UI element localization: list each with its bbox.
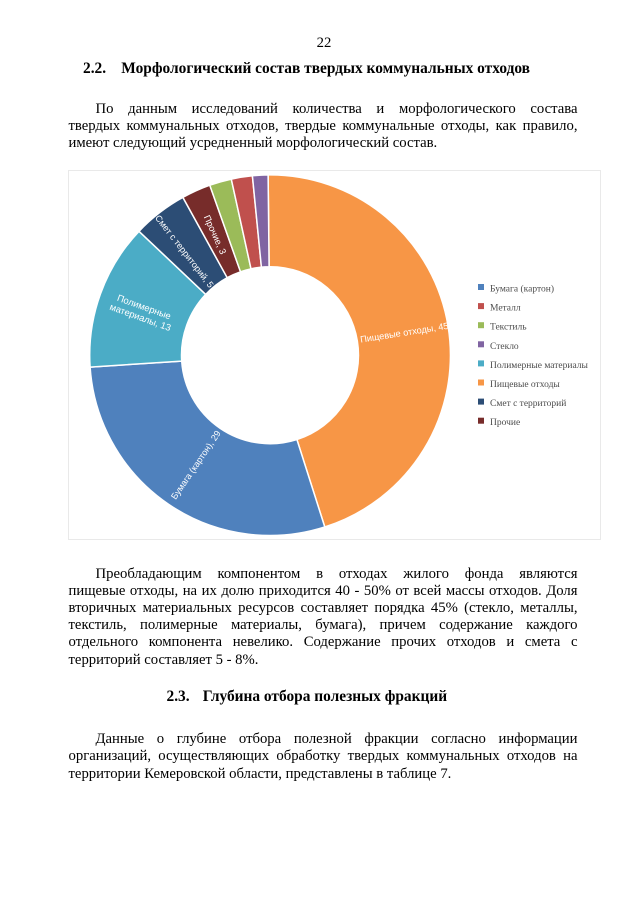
- svg-text:Пищевые отходы: Пищевые отходы: [490, 380, 560, 390]
- svg-text:Металл: Металл: [490, 304, 521, 314]
- svg-text:Текстиль: Текстиль: [490, 323, 527, 333]
- svg-text:Стекло: Стекло: [490, 342, 519, 352]
- svg-text:Смет с территорий: Смет с территорий: [490, 398, 566, 409]
- svg-text:Полимерные материалы: Полимерные материалы: [490, 361, 589, 371]
- svg-text:Прочие: Прочие: [490, 418, 520, 428]
- svg-text:Бумага (картон): Бумага (картон): [490, 284, 554, 295]
